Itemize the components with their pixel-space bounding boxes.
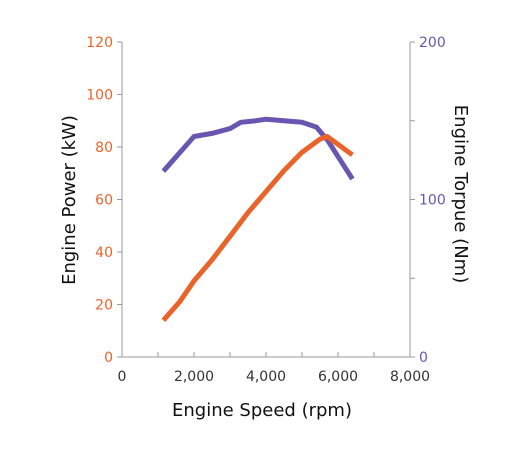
y-left-tick-label: 80 [95, 140, 113, 156]
y-axis-title-right: Engine Torpue (Nm) [450, 105, 471, 283]
y-axis-title-left: Engine Power (kW) [59, 115, 80, 285]
x-tick-label: 4,000 [246, 369, 286, 385]
x-tick-label: 2,000 [174, 369, 214, 385]
tick-labels: 0 20 40 60 80 100 120 0 100 200 0 2,000 4,000 6,000 8,… [86, 35, 445, 385]
x-tick-label: 0 [118, 369, 127, 385]
x-tick-label: 8,000 [390, 369, 430, 385]
y-left-tick-label: 20 [95, 298, 113, 314]
power-series-line [161, 134, 354, 322]
y-right-tick-label: 100 [419, 193, 446, 209]
y-left-tick-label: 120 [86, 35, 113, 51]
y-left-tick-label: 60 [95, 193, 113, 209]
torque-series-line [161, 116, 355, 181]
y-left-tick-label: 100 [86, 88, 113, 104]
y-left-tick-label: 0 [104, 350, 113, 366]
axes [117, 41, 415, 358]
y-right-tick-label: 200 [419, 35, 446, 51]
series-layer [161, 116, 355, 322]
y-left-tick-label: 40 [95, 245, 113, 261]
y-right-tick-label: 0 [419, 350, 428, 366]
x-axis-title: Engine Speed (rpm) [172, 400, 352, 421]
x-tick-label: 6,000 [318, 369, 358, 385]
